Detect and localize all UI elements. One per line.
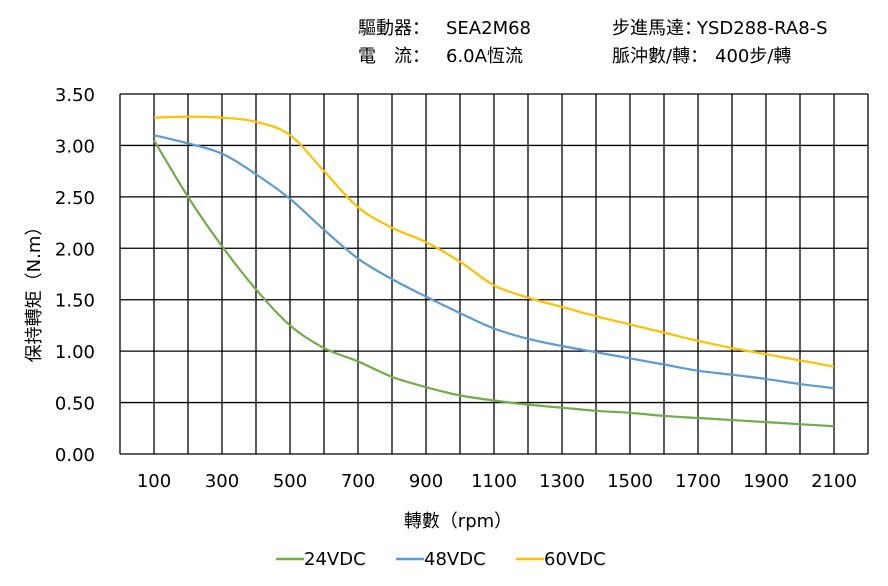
current-label: 電 流： (358, 46, 430, 67)
x-tick-label: 300 (205, 471, 239, 492)
x-tick-label: 1300 (539, 471, 585, 492)
pulse-label: 脈沖數/轉： (612, 46, 708, 67)
x-tick-label: 1700 (675, 471, 721, 492)
x-tick-label: 1900 (743, 471, 789, 492)
y-tick-label: 0.50 (55, 394, 95, 415)
x-tick-label: 700 (341, 471, 375, 492)
legend-label: 48VDC (424, 549, 486, 570)
y-tick-label: 2.50 (55, 188, 95, 209)
x-tick-label: 500 (273, 471, 307, 492)
series-line-60vdc (153, 115, 835, 368)
y-tick-label: 2.00 (55, 239, 95, 260)
motor-value: YSD288-RA8-S (696, 18, 828, 39)
legend-label: 24VDC (304, 549, 366, 570)
y-tick-label: 1.00 (55, 342, 95, 363)
current-value: 6.0A恆流 (446, 46, 523, 67)
series-line-48vdc (153, 134, 835, 390)
x-tick-label: 900 (409, 471, 443, 492)
y-axis-label: 保持轉矩（N.m） (24, 218, 45, 363)
motor-label: 步進馬達： (612, 18, 702, 39)
x-tick-label: 1500 (607, 471, 653, 492)
driver-label: 驅動器： (358, 18, 430, 39)
x-tick-label: 100 (137, 471, 171, 492)
y-tick-label: 1.50 (55, 291, 95, 312)
pulse-value: 400步/轉 (715, 46, 791, 67)
x-tick-label: 2100 (811, 471, 857, 492)
y-tick-label: 0.00 (55, 445, 95, 466)
y-tick-label: 3.00 (55, 136, 95, 157)
x-axis-label: 轉數（rpm） (404, 511, 512, 532)
series-line-24vdc (153, 139, 835, 428)
y-tick-label: 3.50 (55, 85, 95, 106)
legend-label: 60VDC (544, 549, 606, 570)
x-tick-label: 1100 (471, 471, 517, 492)
driver-value: SEA2M68 (446, 18, 531, 39)
